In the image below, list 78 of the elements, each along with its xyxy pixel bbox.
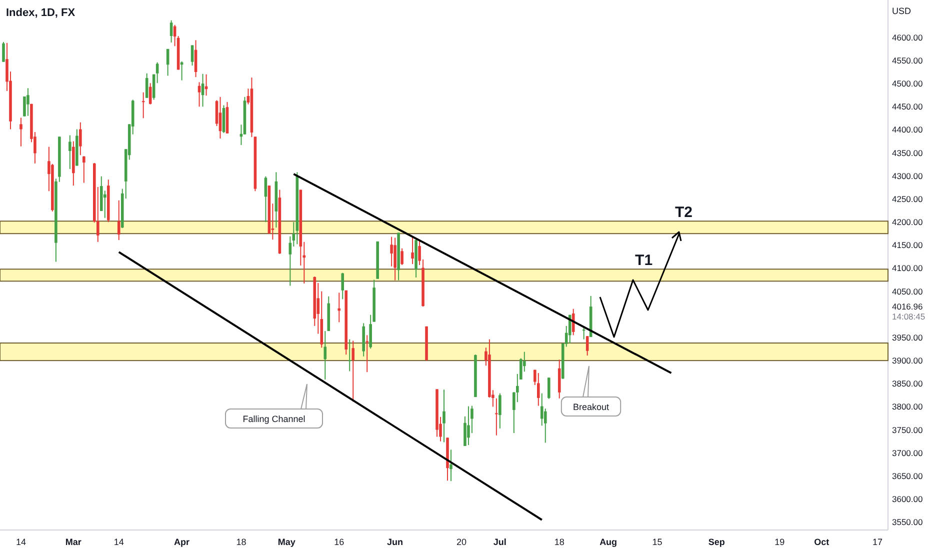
- y-tick-label: 3950.00: [892, 332, 923, 342]
- x-tick-label: 17: [872, 537, 883, 547]
- candlestick: [547, 377, 550, 400]
- candlestick: [366, 334, 368, 373]
- x-tick-label: Sep: [708, 537, 726, 547]
- x-tick-label: Aug: [600, 537, 618, 547]
- x-tick-label: Apr: [174, 537, 190, 547]
- candlestick: [495, 398, 498, 436]
- x-tick-label: 19: [774, 537, 785, 547]
- candlestick: [190, 44, 194, 66]
- candlestick: [145, 72, 148, 98]
- candlestick: [352, 340, 354, 402]
- y-tick-label: 3800.00: [892, 402, 923, 412]
- x-tick-label: 18: [554, 537, 564, 547]
- y-tick-label: 4150.00: [892, 240, 923, 250]
- y-tick-label: 4016.96: [892, 302, 923, 312]
- y-tick-label: 4100.00: [892, 263, 923, 274]
- x-tick-label: 14: [16, 537, 26, 547]
- x-tick-label: 18: [236, 537, 246, 547]
- candlestick: [586, 336, 589, 356]
- candlestick: [411, 236, 414, 265]
- y-tick-label: 3650.00: [892, 470, 923, 481]
- candlestick: [568, 314, 572, 344]
- annotation: Falling Channel: [242, 414, 306, 424]
- band-label: T2: [675, 204, 693, 222]
- candlestick: [198, 82, 201, 108]
- y-tick-label: 4550.00: [892, 55, 923, 66]
- y-tick-label: 4250.00: [892, 194, 923, 204]
- x-tick-label: Jun: [387, 537, 404, 547]
- candlestick: [264, 176, 268, 223]
- candlestick: [400, 248, 404, 266]
- x-tick-label: Mar: [65, 537, 82, 547]
- y-tick-label: 4350.00: [892, 148, 923, 158]
- candlestick: [82, 156, 86, 184]
- y-tick-label: 3750.00: [892, 424, 923, 435]
- y-tick-label: 4500.00: [892, 78, 923, 89]
- candlestick: [142, 92, 145, 119]
- x-tick-label: 16: [334, 537, 344, 547]
- callout: Falling Channel: [225, 384, 323, 428]
- x-tick-label: May: [278, 537, 296, 547]
- x-tick-label: 15: [652, 537, 662, 547]
- y-tick-label: 4300.00: [892, 170, 923, 181]
- candlestick: [348, 338, 352, 372]
- x-tick-label: 20: [456, 537, 466, 547]
- y-tick-label: 3550.00: [892, 517, 923, 528]
- candlestick: [582, 325, 586, 340]
- y-tick-label: 3900.00: [892, 356, 923, 366]
- y-axis-title: USD: [892, 6, 912, 16]
- candlestick: [338, 292, 341, 323]
- y-tick-label: 4450.00: [892, 102, 923, 112]
- candlestick: [341, 272, 344, 300]
- y-tick-label: 3600.00: [892, 494, 923, 504]
- candlestick: [394, 237, 396, 281]
- y-tick-label: 4400.00: [892, 124, 923, 135]
- y-tick-label: 3700.00: [892, 448, 923, 458]
- annotation: Breakout: [572, 402, 610, 412]
- x-tick-label: 14: [114, 537, 124, 547]
- candlestick: [324, 330, 327, 380]
- candlestick: [103, 190, 106, 218]
- y-tick-label: 3850.00: [892, 378, 923, 389]
- y-tick-label: 4050.00: [892, 286, 923, 296]
- candlestick: [442, 389, 446, 443]
- callout: Breakout: [560, 366, 622, 416]
- candlestick: [498, 392, 502, 429]
- y-tick-label: 4600.00: [892, 32, 923, 42]
- y-tick-label: 4200.00: [892, 217, 923, 228]
- candlestick: [156, 62, 159, 84]
- band-label: T1: [635, 252, 653, 270]
- text: 14:08:45: [892, 312, 926, 322]
- text: Index, 1D, FX: [6, 7, 76, 19]
- candlestick: [117, 200, 120, 241]
- candlestick: [450, 449, 452, 482]
- candlestick: [170, 20, 173, 43]
- x-tick-label: Oct: [814, 537, 830, 547]
- candlestick: [467, 406, 470, 446]
- candlestick: [536, 372, 540, 406]
- candlestick: [79, 122, 82, 156]
- x-tick-label: Jul: [493, 537, 506, 547]
